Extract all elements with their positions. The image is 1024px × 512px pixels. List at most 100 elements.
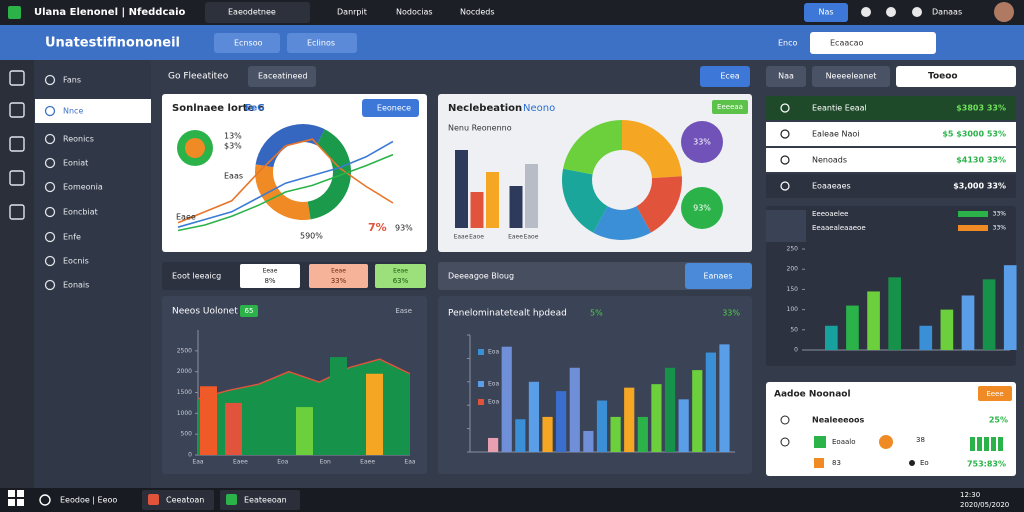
rail-icon[interactable] [9,70,25,86]
nav-item[interactable]: Eoncbiat [63,208,98,217]
bar [525,164,538,228]
nav-icon[interactable] [44,157,56,169]
button-label[interactable]: Ecea [720,72,739,81]
nav-icon[interactable] [44,105,56,117]
nav-item[interactable]: Eomeonia [63,183,103,192]
filter-label[interactable]: Eclinos [307,39,335,48]
start-tile[interactable] [8,490,15,497]
button-label[interactable]: Naa [778,72,794,81]
dot [879,435,893,449]
task-label[interactable]: Ceeatoan [166,496,204,505]
nav-icon[interactable] [44,206,56,218]
strip-button[interactable] [685,263,752,289]
tab[interactable]: Nodocias [396,8,433,17]
filter-pill[interactable] [287,33,357,53]
card-button[interactable] [362,99,419,117]
btn[interactable] [766,66,806,87]
rail-icon[interactable] [9,170,25,186]
nav-item[interactable]: Eocnis [63,257,89,266]
dropdown-label[interactable]: Toeoo [928,72,958,82]
chip-name[interactable]: Eeae [331,268,346,275]
dropdown[interactable] [896,66,1016,87]
start-tile[interactable] [8,499,15,506]
chart-label: 590% [300,232,323,241]
header-title: Unatestifinononeil [45,36,180,51]
card-subtitle: Nenu Reonenno [448,124,512,133]
nav-icon[interactable] [44,181,56,193]
mini-bar [984,437,989,451]
start-tile[interactable] [17,499,24,506]
chip[interactable] [375,264,426,288]
top-icon[interactable] [912,7,922,17]
table-row [766,148,1016,172]
nav-icon[interactable] [44,279,56,291]
mini-bar [998,437,1003,451]
search-icon[interactable] [39,494,51,506]
donut-segment [255,164,311,220]
bar [867,291,880,350]
meter-value: 33% [993,225,1007,232]
chip[interactable] [240,264,300,288]
nav-icon[interactable] [44,255,56,267]
chart-label: 93% [395,224,413,233]
nav-item[interactable]: Reonics [63,135,94,144]
chip-value[interactable]: 33% [331,277,347,285]
top-icon[interactable] [886,7,896,17]
bar [366,373,383,455]
tab[interactable]: Danrpit [337,8,367,17]
header-link[interactable]: Enco [778,39,798,48]
donut-segment [593,206,651,240]
filter-pill[interactable] [214,33,280,53]
start-tile[interactable] [17,490,24,497]
card-button[interactable] [978,386,1012,401]
button-label[interactable]: Eeonece [377,104,411,113]
button-label[interactable]: Eeee [986,390,1003,398]
toolbar-dropdown[interactable] [248,66,316,87]
search-box[interactable] [810,32,936,54]
nav-icon[interactable] [44,133,56,145]
bar [455,150,468,228]
nav-icon[interactable] [44,74,56,86]
dropdown-label[interactable]: Eaceatineed [258,72,308,81]
card-title: Sonlnaee lorte 6 [172,103,265,114]
nav-item[interactable]: Eonais [63,281,89,290]
task-label[interactable]: Eeateeoan [244,496,287,505]
toolbar-button[interactable] [700,66,750,87]
chip-value[interactable]: 8% [264,277,275,285]
bar [330,357,347,455]
rail-icon[interactable] [9,102,25,118]
top-icon[interactable] [861,7,871,17]
task-label[interactable]: Eeodoe | Eeoo [60,496,117,505]
nav-icon[interactable] [44,231,56,243]
task-item[interactable] [142,490,214,510]
task-item[interactable] [220,490,300,510]
tab[interactable]: Eaeodetnee [228,8,276,17]
filter-label[interactable]: Ecnsoo [234,39,263,48]
rail-icon[interactable] [9,204,25,220]
row-icon [780,437,790,447]
nav-item[interactable]: Enfe [63,233,81,242]
chip-name[interactable]: Eeae [263,268,278,275]
chip-name[interactable]: Eeae [393,268,408,275]
button-label[interactable]: Neeeeleanet [826,72,877,81]
search-text[interactable]: Ecaacao [830,39,864,48]
top-button-label[interactable]: Nas [818,8,833,17]
btn[interactable] [812,66,890,87]
card-heading: Nealeeeoos [812,416,865,425]
rail-icon[interactable] [9,136,25,152]
chip[interactable] [309,264,368,288]
top-button[interactable] [804,3,848,22]
nav-item[interactable]: Nnce [63,107,83,116]
tab[interactable]: Nocdeds [460,8,495,17]
nav-item[interactable]: Fans [63,76,81,85]
button-label[interactable]: Eanaes [703,272,732,281]
avatar[interactable] [994,2,1014,22]
tag-box [712,100,748,114]
row-value: $3,000 33% [953,182,1006,191]
chip-value[interactable]: 63% [393,277,409,285]
nav-item[interactable]: Eoniat [63,159,88,168]
y-tick-label: 1500 [177,389,192,396]
card-heading-value: 25% [989,416,1008,425]
